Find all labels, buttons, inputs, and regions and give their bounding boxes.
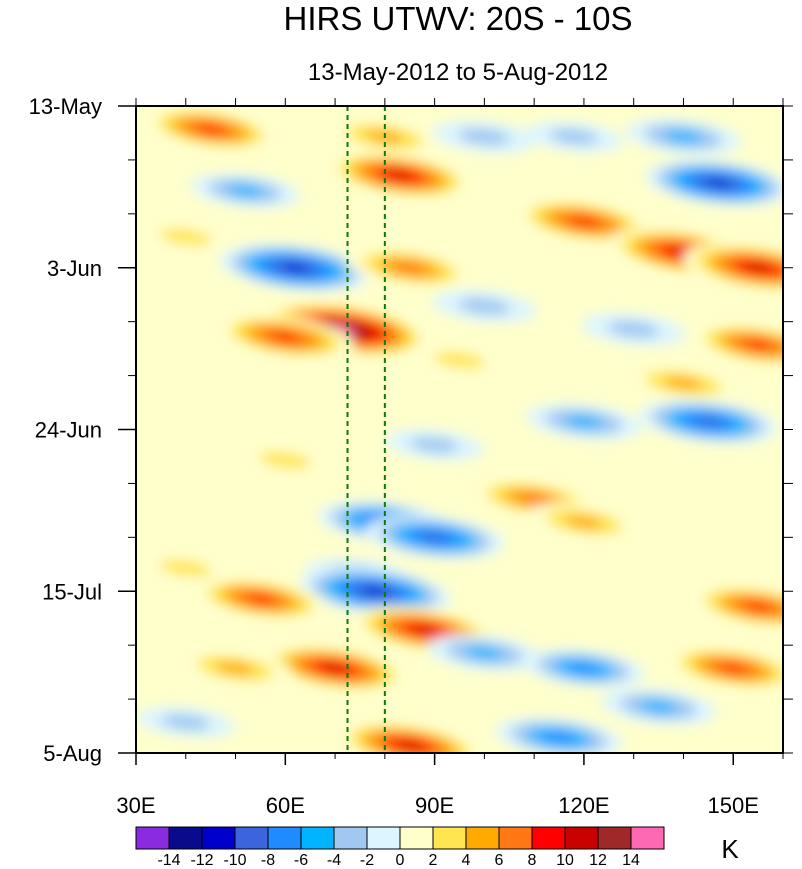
x-tick-label: 30E xyxy=(116,793,155,818)
colorbar-label: 8 xyxy=(528,852,537,869)
anomaly-contour xyxy=(570,216,598,227)
anomaly-contour xyxy=(564,515,604,529)
anomaly-contour xyxy=(159,228,212,246)
anomaly-contour xyxy=(247,594,274,604)
y-tick-label: 13-May xyxy=(29,94,102,119)
anomaly-contour xyxy=(458,128,511,146)
x-tick-label: 90E xyxy=(415,793,454,818)
colorbar-box xyxy=(399,826,434,850)
colorbar-label: -2 xyxy=(360,852,374,869)
colorbar-label: -6 xyxy=(294,852,308,869)
colorbar-box xyxy=(531,826,566,850)
colorbar-label: 12 xyxy=(589,852,607,869)
colorbar: -14 -12 -10 -8 -6 -4 -2 0 2 4 6 8 10 12 … xyxy=(135,826,739,869)
x-tick-label: 120E xyxy=(558,793,609,818)
colorbar-label: -14 xyxy=(157,852,180,869)
chart-subtitle: 13-May-2012 to 5-Aug-2012 xyxy=(308,59,608,86)
anomaly-contour xyxy=(410,437,459,453)
anomaly-contour xyxy=(664,376,703,390)
anomaly-contour xyxy=(564,415,604,428)
colorbar-label: 4 xyxy=(462,852,471,869)
anomaly-contour xyxy=(549,129,599,145)
contour-fields xyxy=(136,107,783,753)
colorbar-box xyxy=(465,826,500,850)
x-axis: 30E 60E 90E 120E 150E xyxy=(116,753,759,818)
anomaly-contour xyxy=(744,602,772,612)
colorbar-unit: K xyxy=(721,834,739,864)
anomaly-contour xyxy=(397,741,422,750)
y-tick-label: 3-Jun xyxy=(47,256,102,281)
colorbar-box xyxy=(597,826,632,850)
y-axis: 13-May 3-Jun 24-Jun 15-Jul 5-Aug xyxy=(29,94,136,766)
anomaly-contour xyxy=(387,171,412,180)
x-tick-label: 60E xyxy=(266,793,305,818)
colorbar-box xyxy=(234,826,269,850)
anomaly-contour xyxy=(197,124,224,134)
anomaly-contour xyxy=(271,332,300,342)
minor-ticks xyxy=(128,98,793,759)
y-tick-label: 5-Aug xyxy=(43,741,102,766)
y-tick-label: 24-Jun xyxy=(35,418,102,443)
colorbar-box xyxy=(498,826,533,850)
colorbar-box xyxy=(630,826,665,850)
colorbar-box xyxy=(135,826,170,850)
colorbar-label: 0 xyxy=(396,852,405,869)
anomaly-contour xyxy=(362,587,388,596)
y-tick-label: 15-Jul xyxy=(42,579,102,604)
anomaly-contour xyxy=(458,298,511,315)
colorbar-box xyxy=(267,826,302,850)
anomaly-contour xyxy=(465,646,504,659)
anomaly-contour xyxy=(420,532,449,542)
colorbar-box xyxy=(300,826,335,850)
colorbar-label: 6 xyxy=(495,852,504,869)
chart-title: HIRS UTWV: 20S - 10S xyxy=(283,0,632,37)
anomaly-contour xyxy=(744,340,772,350)
anomaly-contour xyxy=(706,179,731,187)
anomaly-contour xyxy=(159,559,212,577)
anomaly-contour xyxy=(227,184,264,197)
anomaly-contour xyxy=(639,700,678,713)
colorbar-box xyxy=(432,826,467,850)
anomaly-contour xyxy=(259,451,312,469)
anomaly-contour xyxy=(412,625,437,634)
colorbar-label: 14 xyxy=(622,852,640,869)
anomaly-contour xyxy=(664,130,703,143)
colorbar-label: 10 xyxy=(556,852,574,869)
colorbar-label: -8 xyxy=(261,852,275,869)
anomaly-contour xyxy=(161,714,211,730)
anomaly-contour xyxy=(694,417,723,427)
anomaly-contour xyxy=(518,493,551,505)
anomaly-contour xyxy=(216,661,255,675)
colorbar-label: -12 xyxy=(190,852,213,869)
anomaly-contour xyxy=(282,263,308,272)
colorbar-label: -10 xyxy=(223,852,246,869)
anomaly-contour xyxy=(543,732,575,743)
colorbar-boxes xyxy=(135,826,665,850)
anomaly-contour xyxy=(323,664,348,673)
anomaly-contour xyxy=(607,321,660,338)
plot-area xyxy=(136,106,783,753)
anomaly-contour xyxy=(393,262,426,273)
colorbar-label: -4 xyxy=(327,852,341,869)
anomaly-contour xyxy=(745,263,771,272)
colorbar-box xyxy=(201,826,236,850)
colorbar-box xyxy=(333,826,368,850)
x-tick-label: 150E xyxy=(708,793,759,818)
colorbar-label: 2 xyxy=(429,852,438,869)
anomaly-contour xyxy=(719,663,747,673)
anomaly-contour xyxy=(433,351,486,369)
anomaly-contour xyxy=(568,663,600,674)
colorbar-box xyxy=(564,826,599,850)
colorbar-box xyxy=(366,826,401,850)
colorbar-box xyxy=(168,826,203,850)
